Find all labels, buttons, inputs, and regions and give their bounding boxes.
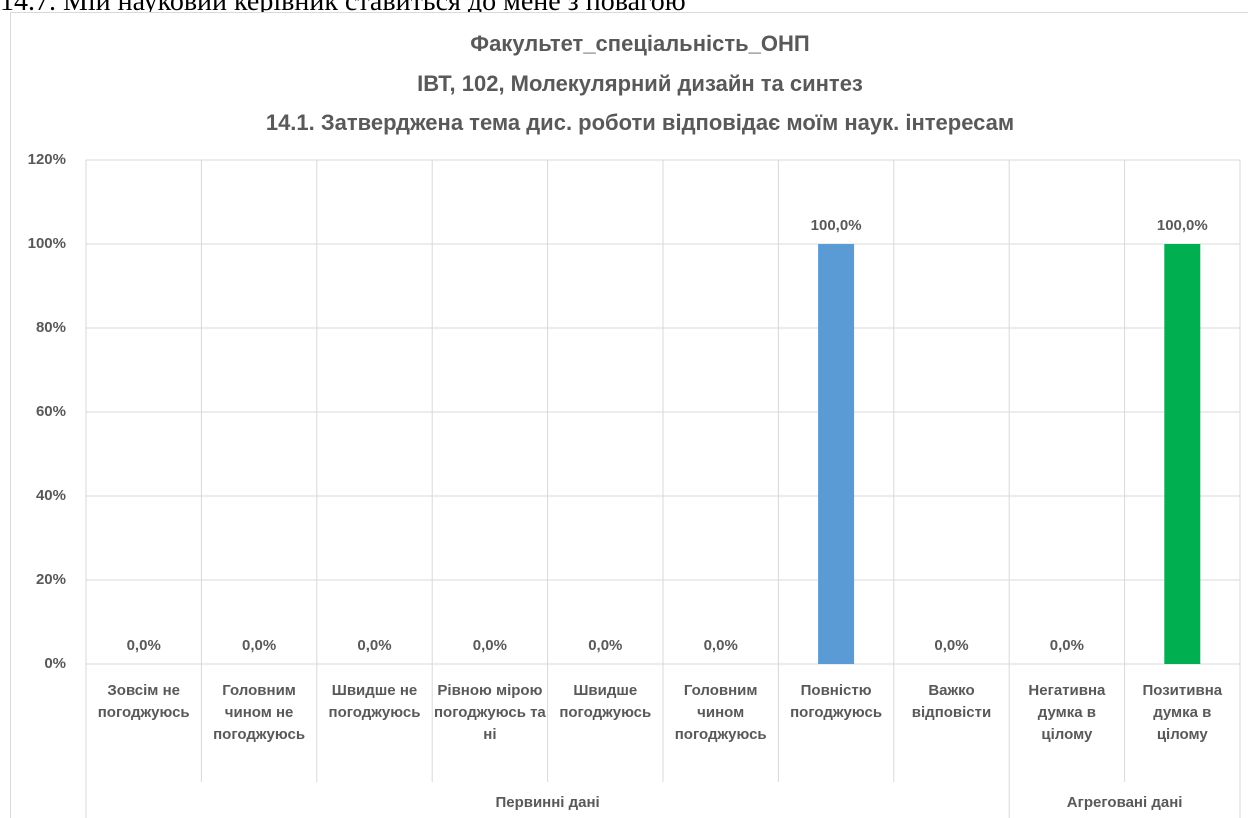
data-label: 0,0% [242, 637, 276, 654]
x-tick-label: Негативна думка в цілому [1028, 682, 1106, 743]
chart-subtitle: 14.1. Затверджена тема дис. роботи відпо… [266, 110, 1014, 135]
y-tick-label: 40% [36, 487, 66, 504]
data-label: 0,0% [934, 637, 968, 654]
y-tick-label: 120% [28, 151, 66, 168]
data-label: 0,0% [1050, 637, 1084, 654]
chart-title: Факультет_спеціальність_ОНП [470, 31, 809, 56]
bar [818, 244, 855, 664]
group-label: Первинні дані [495, 794, 599, 811]
bar [1164, 244, 1201, 664]
y-tick-label: 100% [28, 235, 66, 252]
x-tick-label: Швидше погоджуюсь [559, 682, 652, 721]
x-tick-label: Зовсім не погоджуюсь [97, 682, 190, 721]
y-tick-label: 80% [36, 319, 66, 336]
data-label: 0,0% [357, 637, 391, 654]
data-label: 0,0% [704, 637, 738, 654]
x-tick-label: Головним чином погоджуюсь [674, 682, 767, 743]
data-label: 0,0% [588, 637, 622, 654]
y-tick-label: 0% [44, 655, 66, 672]
x-tick-label: Рівною мірою погоджуюсь та ні [434, 682, 546, 743]
chart-border [10, 12, 1248, 818]
y-tick-label: 20% [36, 571, 66, 588]
data-label: 100,0% [811, 217, 862, 234]
group-label: Агреговані дані [1067, 794, 1183, 811]
data-label: 0,0% [127, 637, 161, 654]
x-tick-label: Повністю погоджуюсь [790, 682, 883, 721]
x-tick-label: Швидше не погоджуюсь [328, 682, 421, 721]
x-tick-label: Головним чином не погоджуюсь [213, 682, 306, 743]
x-tick-label: Важко відповісти [911, 682, 992, 721]
x-tick-label: Позитивна думка в цілому [1142, 682, 1223, 743]
data-label: 100,0% [1157, 217, 1208, 234]
y-tick-label: 60% [36, 403, 66, 420]
chart-subtitle: ІВТ, 102, Молекулярний дизайн та синтез [417, 71, 863, 96]
data-label: 0,0% [473, 637, 507, 654]
